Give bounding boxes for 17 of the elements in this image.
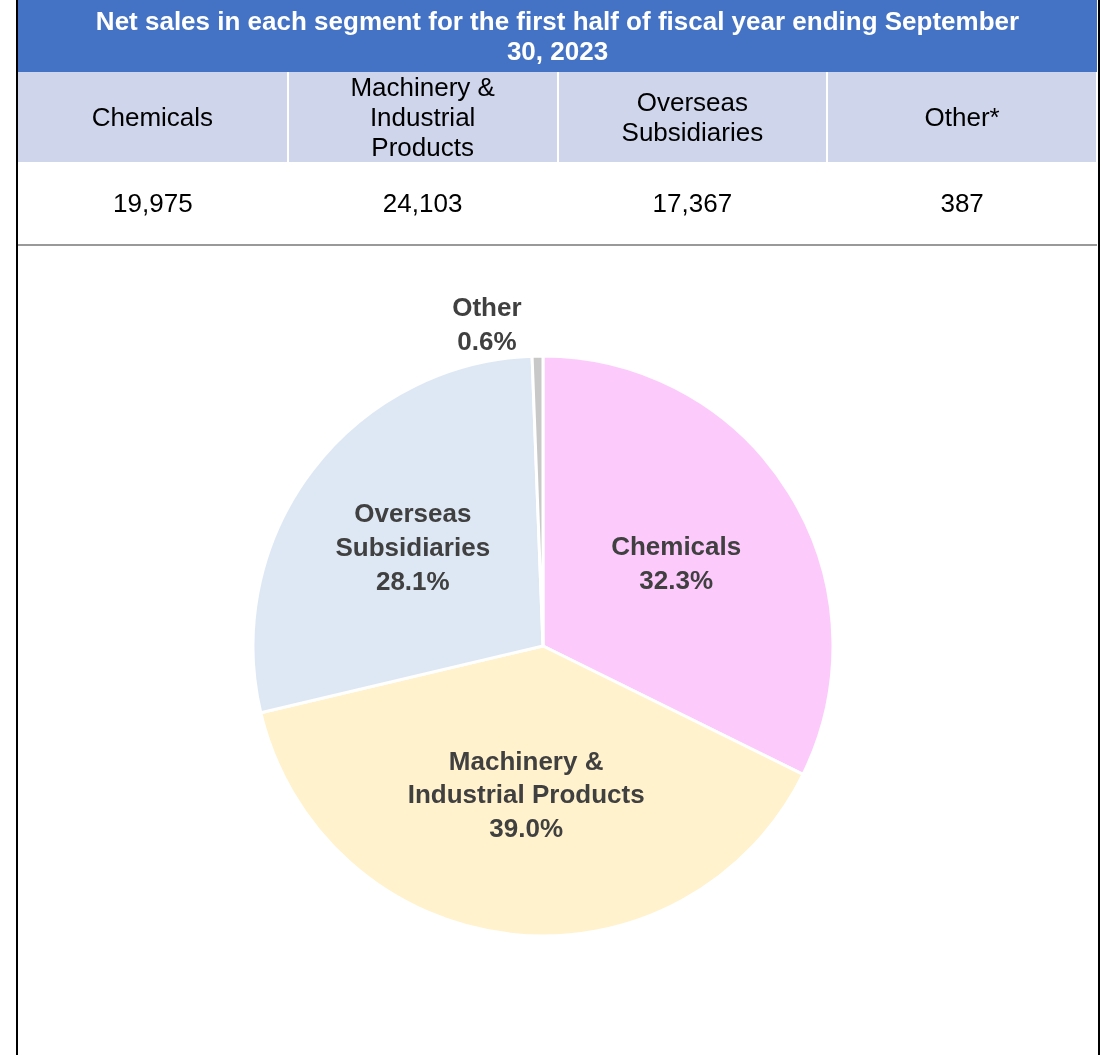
slice-label: Other bbox=[452, 292, 522, 323]
data-label: 19,975 bbox=[18, 162, 288, 245]
text: Net sales in each segment for the first half of fiscal year ending September 30, 2023 bbox=[18, 0, 1097, 72]
category-label: Other* bbox=[827, 72, 1097, 162]
data-label: 387 bbox=[827, 162, 1097, 245]
category-label: Chemicals bbox=[18, 72, 288, 162]
data-label: 39.0% bbox=[489, 813, 563, 844]
data-label: 32.3% bbox=[639, 565, 714, 596]
category-label: Machinery & Industrial Products bbox=[287, 72, 558, 162]
slice-label: Machinery & Industrial Products bbox=[407, 745, 645, 810]
data-label: 24,103 bbox=[287, 162, 558, 245]
data-label: 28.1% bbox=[375, 565, 450, 596]
slice-label: Overseas Subsidiaries bbox=[335, 498, 491, 562]
data-label: 0.6% bbox=[457, 326, 517, 357]
category-label: Overseas Subsidiaries bbox=[557, 72, 828, 162]
slice-label: Chemicals bbox=[611, 531, 742, 562]
data-label: 17,367 bbox=[557, 162, 828, 245]
